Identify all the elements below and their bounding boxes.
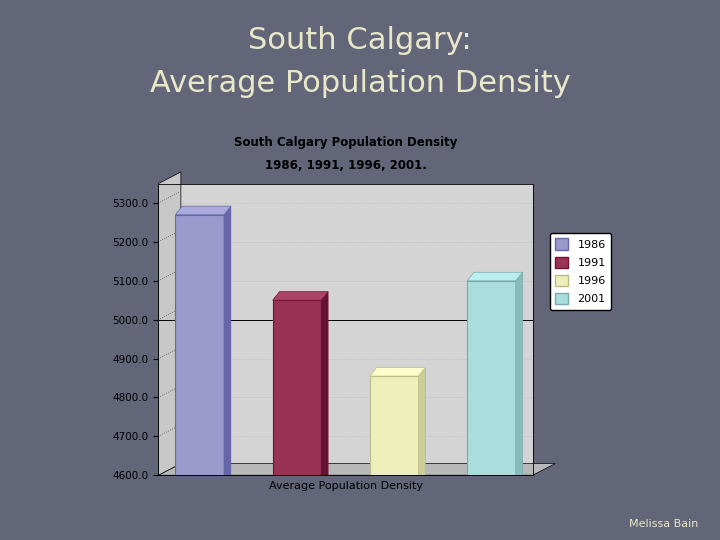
Polygon shape: [273, 292, 328, 300]
Bar: [370, 376, 418, 540]
Line: 2 pts: 2 pts: [158, 269, 181, 281]
Text: 1986, 1991, 1996, 2001.: 1986, 1991, 1996, 2001.: [265, 159, 426, 172]
Line: 2 pts: 2 pts: [158, 308, 181, 320]
Line: 2 pts: 2 pts: [158, 463, 181, 475]
Line: 2 pts: 2 pts: [158, 424, 181, 436]
Polygon shape: [418, 368, 426, 540]
Line: 2 pts: 2 pts: [158, 386, 181, 397]
Legend: 1986, 1991, 1996, 2001: 1986, 1991, 1996, 2001: [549, 233, 611, 310]
Polygon shape: [321, 292, 328, 540]
Text: Average Population Density: Average Population Density: [150, 69, 570, 98]
Polygon shape: [516, 272, 523, 540]
Bar: [273, 300, 321, 540]
Polygon shape: [158, 463, 555, 475]
Line: 2 pts: 2 pts: [158, 191, 181, 203]
Polygon shape: [370, 368, 426, 376]
Bar: [467, 281, 516, 540]
Text: Melissa Bain: Melissa Bain: [629, 519, 698, 529]
Bar: [176, 215, 224, 540]
X-axis label: Average Population Density: Average Population Density: [269, 481, 423, 491]
Line: 2 pts: 2 pts: [158, 347, 181, 359]
Text: South Calgary Population Density: South Calgary Population Density: [234, 136, 457, 148]
Text: South Calgary:: South Calgary:: [248, 26, 472, 55]
Polygon shape: [158, 172, 181, 475]
Line: 2 pts: 2 pts: [158, 230, 181, 242]
Polygon shape: [467, 272, 523, 281]
Polygon shape: [224, 206, 231, 540]
Polygon shape: [176, 206, 231, 215]
